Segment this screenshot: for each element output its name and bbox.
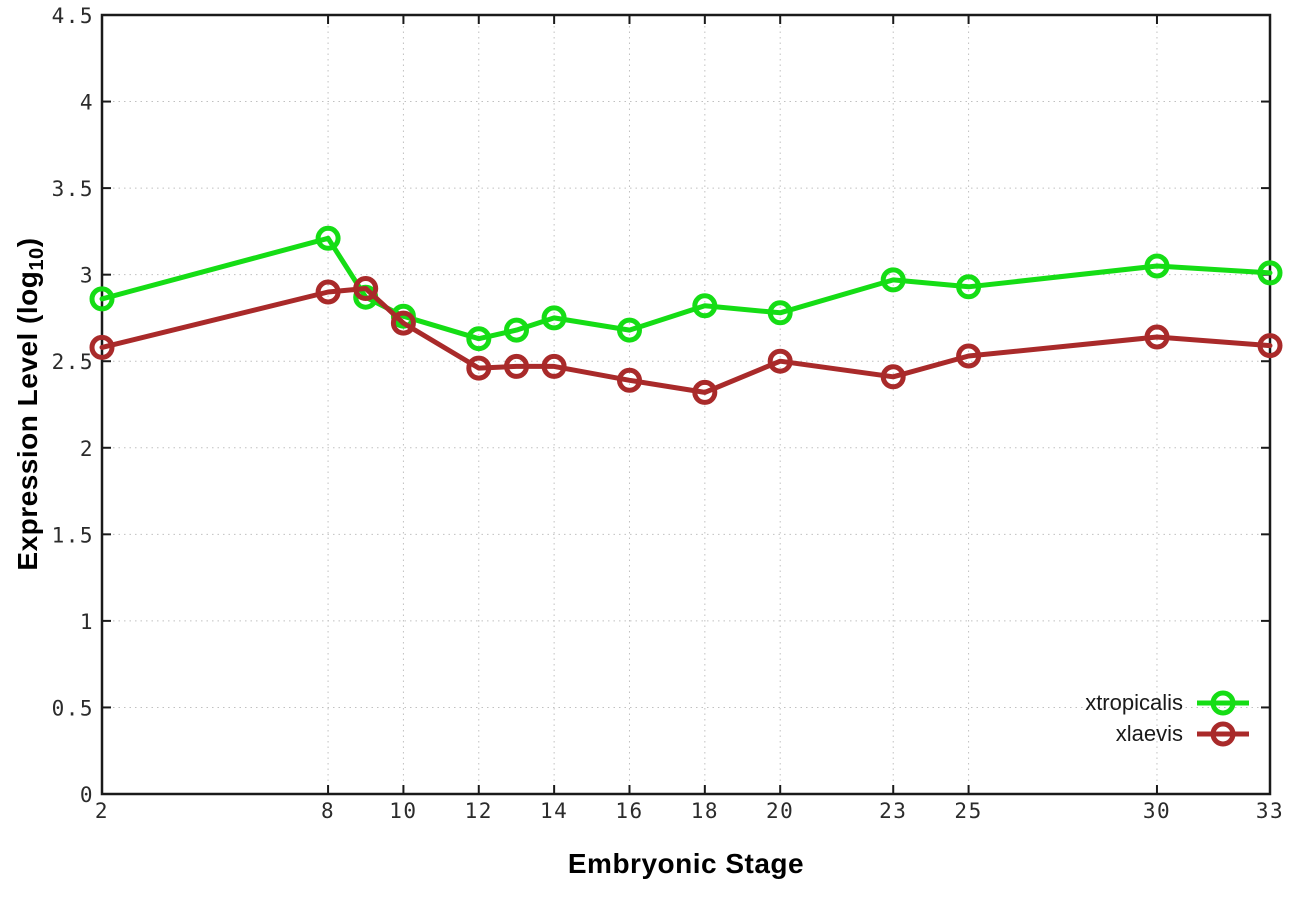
data-point-marker-xlaevis: [956, 343, 982, 369]
data-point-marker-xtropicalis: [617, 317, 642, 343]
x-tick-label: 20: [766, 799, 794, 823]
legend-marker-icon-xtropicalis: [1197, 690, 1249, 715]
x-tick-label: 30: [1143, 799, 1171, 823]
data-point-marker-xlaevis: [880, 364, 906, 390]
x-tick-label: 10: [389, 799, 417, 823]
plot-border: [100, 13, 1272, 796]
x-tick-label: 16: [615, 799, 643, 823]
data-point-marker-xtropicalis: [956, 274, 982, 300]
y-tick-label: 2: [80, 437, 94, 461]
legend-item-xtropicalis: xtropicalis: [1085, 687, 1252, 718]
y-tick-label: 1: [80, 610, 94, 634]
data-point-marker-xlaevis: [390, 310, 416, 336]
data-point-marker-xtropicalis: [880, 267, 906, 293]
x-tick-label: 14: [540, 799, 568, 823]
x-tick-label: 8: [321, 799, 335, 823]
data-point-marker-xlaevis: [767, 348, 793, 374]
y-tick-label: 0.5: [52, 696, 94, 720]
legend-marker-icon-xlaevis: [1197, 721, 1249, 746]
legend-item-xlaevis: xlaevis: [1085, 718, 1252, 749]
data-point-marker-xtropicalis: [692, 293, 718, 319]
data-point-marker-xlaevis: [1257, 333, 1283, 359]
series-line-xlaevis: [99, 286, 1273, 395]
y-axis-label-subscript: 10: [25, 247, 48, 271]
data-point-marker-xtropicalis: [541, 305, 567, 331]
data-point-marker-xtropicalis: [315, 225, 341, 251]
x-tick-label: 25: [954, 799, 982, 823]
data-point-marker-xlaevis: [541, 353, 567, 379]
x-tick-label: 2: [95, 799, 109, 823]
y-tick-label: 3: [80, 264, 94, 288]
x-tick-label: 12: [465, 799, 493, 823]
y-tick-label: 3.5: [52, 177, 94, 201]
legend-label-xlaevis: xlaevis: [1115, 720, 1183, 746]
data-point-marker-xlaevis: [1144, 324, 1170, 350]
x-tick-label: 18: [691, 799, 719, 823]
y-axis-label: Expression Level (log10): [12, 237, 48, 571]
data-point-marker-xlaevis: [315, 279, 341, 305]
data-point-marker-xlaevis: [89, 334, 115, 360]
x-tick-label: 23: [879, 799, 907, 823]
y-tick-label: 4.5: [52, 4, 94, 28]
data-point-marker-xtropicalis: [504, 317, 529, 343]
data-point-marker-xlaevis: [692, 379, 718, 405]
data-point-marker-xlaevis: [353, 276, 379, 301]
data-point-marker-xlaevis: [617, 367, 642, 393]
x-tick-label: 33: [1256, 799, 1284, 823]
data-point-marker-xtropicalis: [89, 286, 115, 312]
series-line-xtropicalis: [99, 235, 1273, 342]
x-axis-label: Embryonic Stage: [567, 848, 805, 879]
data-point-marker-xlaevis: [504, 353, 529, 379]
data-point-marker-xlaevis: [466, 355, 492, 381]
data-point-marker-xtropicalis: [466, 326, 492, 352]
data-point-marker-xtropicalis: [1144, 253, 1170, 279]
y-tick-label: 4: [80, 91, 94, 115]
y-tick-label: 0: [80, 783, 94, 807]
y-axis-label-suffix: ): [12, 237, 43, 248]
data-point-marker-xtropicalis: [1257, 260, 1283, 286]
y-axis-label-prefix: Expression Level (log: [12, 270, 43, 571]
y-tick-label: 1.5: [52, 523, 94, 547]
y-tick-label: 2.5: [52, 350, 94, 374]
data-point-marker-xtropicalis: [767, 300, 793, 326]
legend-label-xtropicalis: xtropicalis: [1085, 689, 1183, 715]
legend: xtropicalis xlaevis: [1085, 687, 1252, 749]
